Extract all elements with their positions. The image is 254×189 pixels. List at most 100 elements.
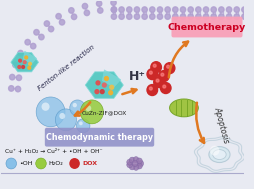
Circle shape xyxy=(180,7,186,12)
Circle shape xyxy=(71,14,77,20)
Circle shape xyxy=(24,53,29,59)
Circle shape xyxy=(70,100,85,116)
Circle shape xyxy=(151,62,161,73)
Circle shape xyxy=(132,160,138,167)
Circle shape xyxy=(98,8,103,13)
Circle shape xyxy=(149,87,152,90)
Circle shape xyxy=(28,66,31,69)
Circle shape xyxy=(161,73,164,76)
Circle shape xyxy=(18,50,23,56)
Circle shape xyxy=(29,62,31,65)
Circle shape xyxy=(203,14,209,19)
Circle shape xyxy=(161,83,171,94)
Text: H⁺: H⁺ xyxy=(129,70,146,83)
Circle shape xyxy=(19,64,25,69)
Circle shape xyxy=(56,13,61,19)
Polygon shape xyxy=(11,53,39,72)
Text: DOX: DOX xyxy=(82,161,97,166)
Ellipse shape xyxy=(209,147,230,163)
Text: CuZn-ZIF@DOX: CuZn-ZIF@DOX xyxy=(82,110,127,115)
Circle shape xyxy=(147,69,157,80)
Circle shape xyxy=(22,66,25,68)
Circle shape xyxy=(150,14,155,19)
Circle shape xyxy=(138,160,144,167)
Circle shape xyxy=(242,14,247,19)
Circle shape xyxy=(134,7,140,12)
Circle shape xyxy=(18,66,21,68)
Circle shape xyxy=(203,7,209,12)
Circle shape xyxy=(219,7,224,12)
Circle shape xyxy=(86,105,91,111)
FancyBboxPatch shape xyxy=(171,17,243,37)
Ellipse shape xyxy=(170,99,198,117)
Circle shape xyxy=(109,91,113,95)
Circle shape xyxy=(134,14,140,19)
Circle shape xyxy=(133,164,139,170)
Circle shape xyxy=(10,74,15,80)
Circle shape xyxy=(173,7,178,12)
Circle shape xyxy=(49,26,54,32)
Circle shape xyxy=(158,71,169,82)
Text: •OH: •OH xyxy=(19,161,33,166)
Circle shape xyxy=(36,158,46,169)
Circle shape xyxy=(149,71,152,74)
Circle shape xyxy=(34,29,39,35)
Circle shape xyxy=(127,162,133,168)
Circle shape xyxy=(165,7,170,12)
Circle shape xyxy=(219,14,224,19)
Circle shape xyxy=(165,14,170,19)
Polygon shape xyxy=(23,51,37,64)
Text: Chemotherapy: Chemotherapy xyxy=(168,23,246,32)
Circle shape xyxy=(59,19,65,25)
Circle shape xyxy=(119,7,124,12)
Circle shape xyxy=(73,103,77,107)
Circle shape xyxy=(79,121,83,125)
Circle shape xyxy=(41,102,50,111)
Circle shape xyxy=(211,7,216,12)
Circle shape xyxy=(19,59,21,62)
Polygon shape xyxy=(102,70,121,87)
Text: H₂O₂: H₂O₂ xyxy=(49,161,64,166)
Circle shape xyxy=(180,14,186,19)
Circle shape xyxy=(129,164,135,170)
Circle shape xyxy=(15,86,21,92)
Circle shape xyxy=(137,158,142,164)
Circle shape xyxy=(105,77,108,81)
Circle shape xyxy=(13,62,18,68)
Circle shape xyxy=(234,14,240,19)
Circle shape xyxy=(76,119,90,133)
Circle shape xyxy=(142,7,147,12)
Circle shape xyxy=(16,75,22,81)
Circle shape xyxy=(211,14,216,19)
Circle shape xyxy=(163,85,166,88)
Circle shape xyxy=(137,163,142,169)
Circle shape xyxy=(147,84,157,95)
Circle shape xyxy=(210,146,219,156)
Circle shape xyxy=(196,7,201,12)
Circle shape xyxy=(156,79,159,82)
Text: Cu⁺ + H₂O₂ → Cu²⁺ + •OH + OH⁻: Cu⁺ + H₂O₂ → Cu²⁺ + •OH + OH⁻ xyxy=(6,149,103,154)
Circle shape xyxy=(25,56,28,59)
Circle shape xyxy=(164,63,175,74)
Circle shape xyxy=(95,90,99,94)
Ellipse shape xyxy=(213,149,226,160)
Circle shape xyxy=(69,158,80,169)
Circle shape xyxy=(188,14,193,19)
Circle shape xyxy=(111,0,116,5)
Circle shape xyxy=(36,97,65,127)
Circle shape xyxy=(96,81,100,85)
Circle shape xyxy=(80,100,103,124)
Text: Apoptosis: Apoptosis xyxy=(212,106,231,144)
Circle shape xyxy=(157,7,163,12)
Circle shape xyxy=(150,7,155,12)
Circle shape xyxy=(226,7,232,12)
Circle shape xyxy=(188,7,193,12)
Circle shape xyxy=(111,7,117,12)
Circle shape xyxy=(157,14,163,19)
Circle shape xyxy=(39,34,44,40)
Circle shape xyxy=(9,86,14,91)
Circle shape xyxy=(110,85,114,89)
Circle shape xyxy=(126,14,132,19)
Circle shape xyxy=(173,14,178,19)
Circle shape xyxy=(44,21,50,26)
